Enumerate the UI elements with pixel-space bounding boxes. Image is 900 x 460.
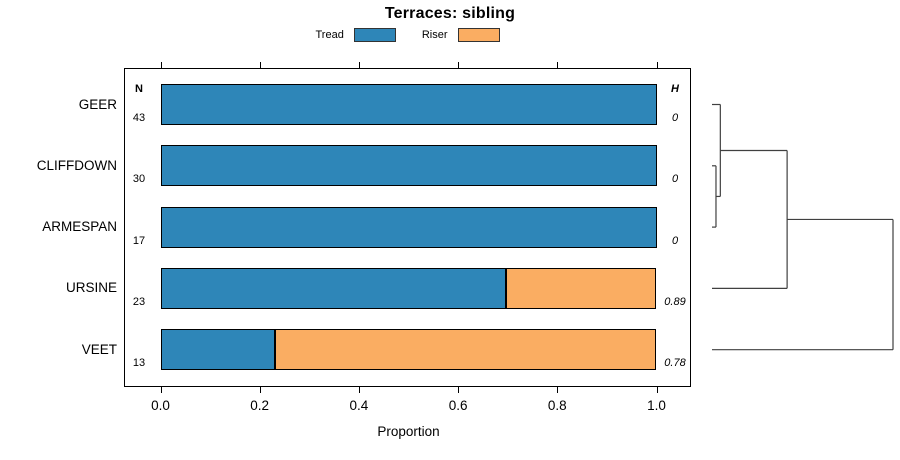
x-axis-tick [458,387,460,393]
bar-segment-tread [160,206,657,248]
x-axis-tick [656,62,658,68]
x-axis-tick [259,62,261,68]
chart-title: Terraces: sibling [384,5,516,22]
x-axis-tick [358,62,360,68]
n-value: 30 [132,173,146,186]
x-axis-tick [458,62,460,68]
bar-segment-tread [160,84,657,125]
h-value: 0 [671,234,679,247]
x-axis-tick [358,387,360,393]
x-axis-tick [160,387,162,393]
n-value: 13 [132,357,146,370]
legend-item-riser: Riser [422,28,500,42]
x-axis-tick-label: 0.6 [448,398,468,413]
h-column-header: H [671,83,679,95]
x-axis-tick [557,62,559,68]
n-value: 43 [132,112,146,124]
x-axis-tick [557,387,559,393]
legend-swatch-tread [353,28,396,42]
row-label: GEER [78,96,117,112]
x-axis-tick-label: 1.0 [647,398,666,413]
bar-segment-riser [275,329,657,371]
h-value: 0 [671,112,679,124]
x-axis-tick-label: 0.8 [547,398,567,413]
legend-label: Riser [421,29,448,41]
bar-segment-tread [160,145,657,187]
x-axis-label: Proportion [377,424,440,439]
x-axis-tick-label: 0.0 [151,398,170,413]
row-label: ARMESPAN [42,219,117,235]
n-value: 17 [132,234,146,247]
row-label: CLIFFDOWN [36,157,117,173]
n-value: 23 [132,295,146,308]
x-axis-tick-label: 0.4 [349,398,369,413]
x-axis-tick [160,62,162,68]
h-value: 0 [671,173,679,186]
row-label: VEET [81,341,117,357]
bar-segment-tread [160,267,506,309]
legend-swatch-riser [457,28,500,42]
h-value: 0.89 [664,295,686,308]
x-axis-tick-label: 0.2 [250,398,270,413]
n-column-header: N [135,83,143,95]
x-axis-tick [656,387,658,393]
row-label: URSINE [65,280,117,296]
bar-segment-riser [505,267,657,309]
legend-label: Tread [315,29,344,41]
x-axis-tick [259,387,261,393]
legend-item-tread: Tread [316,28,396,42]
bar-segment-tread [160,329,276,371]
legend: Tread Riser [124,27,691,43]
h-value: 0.78 [664,357,686,370]
